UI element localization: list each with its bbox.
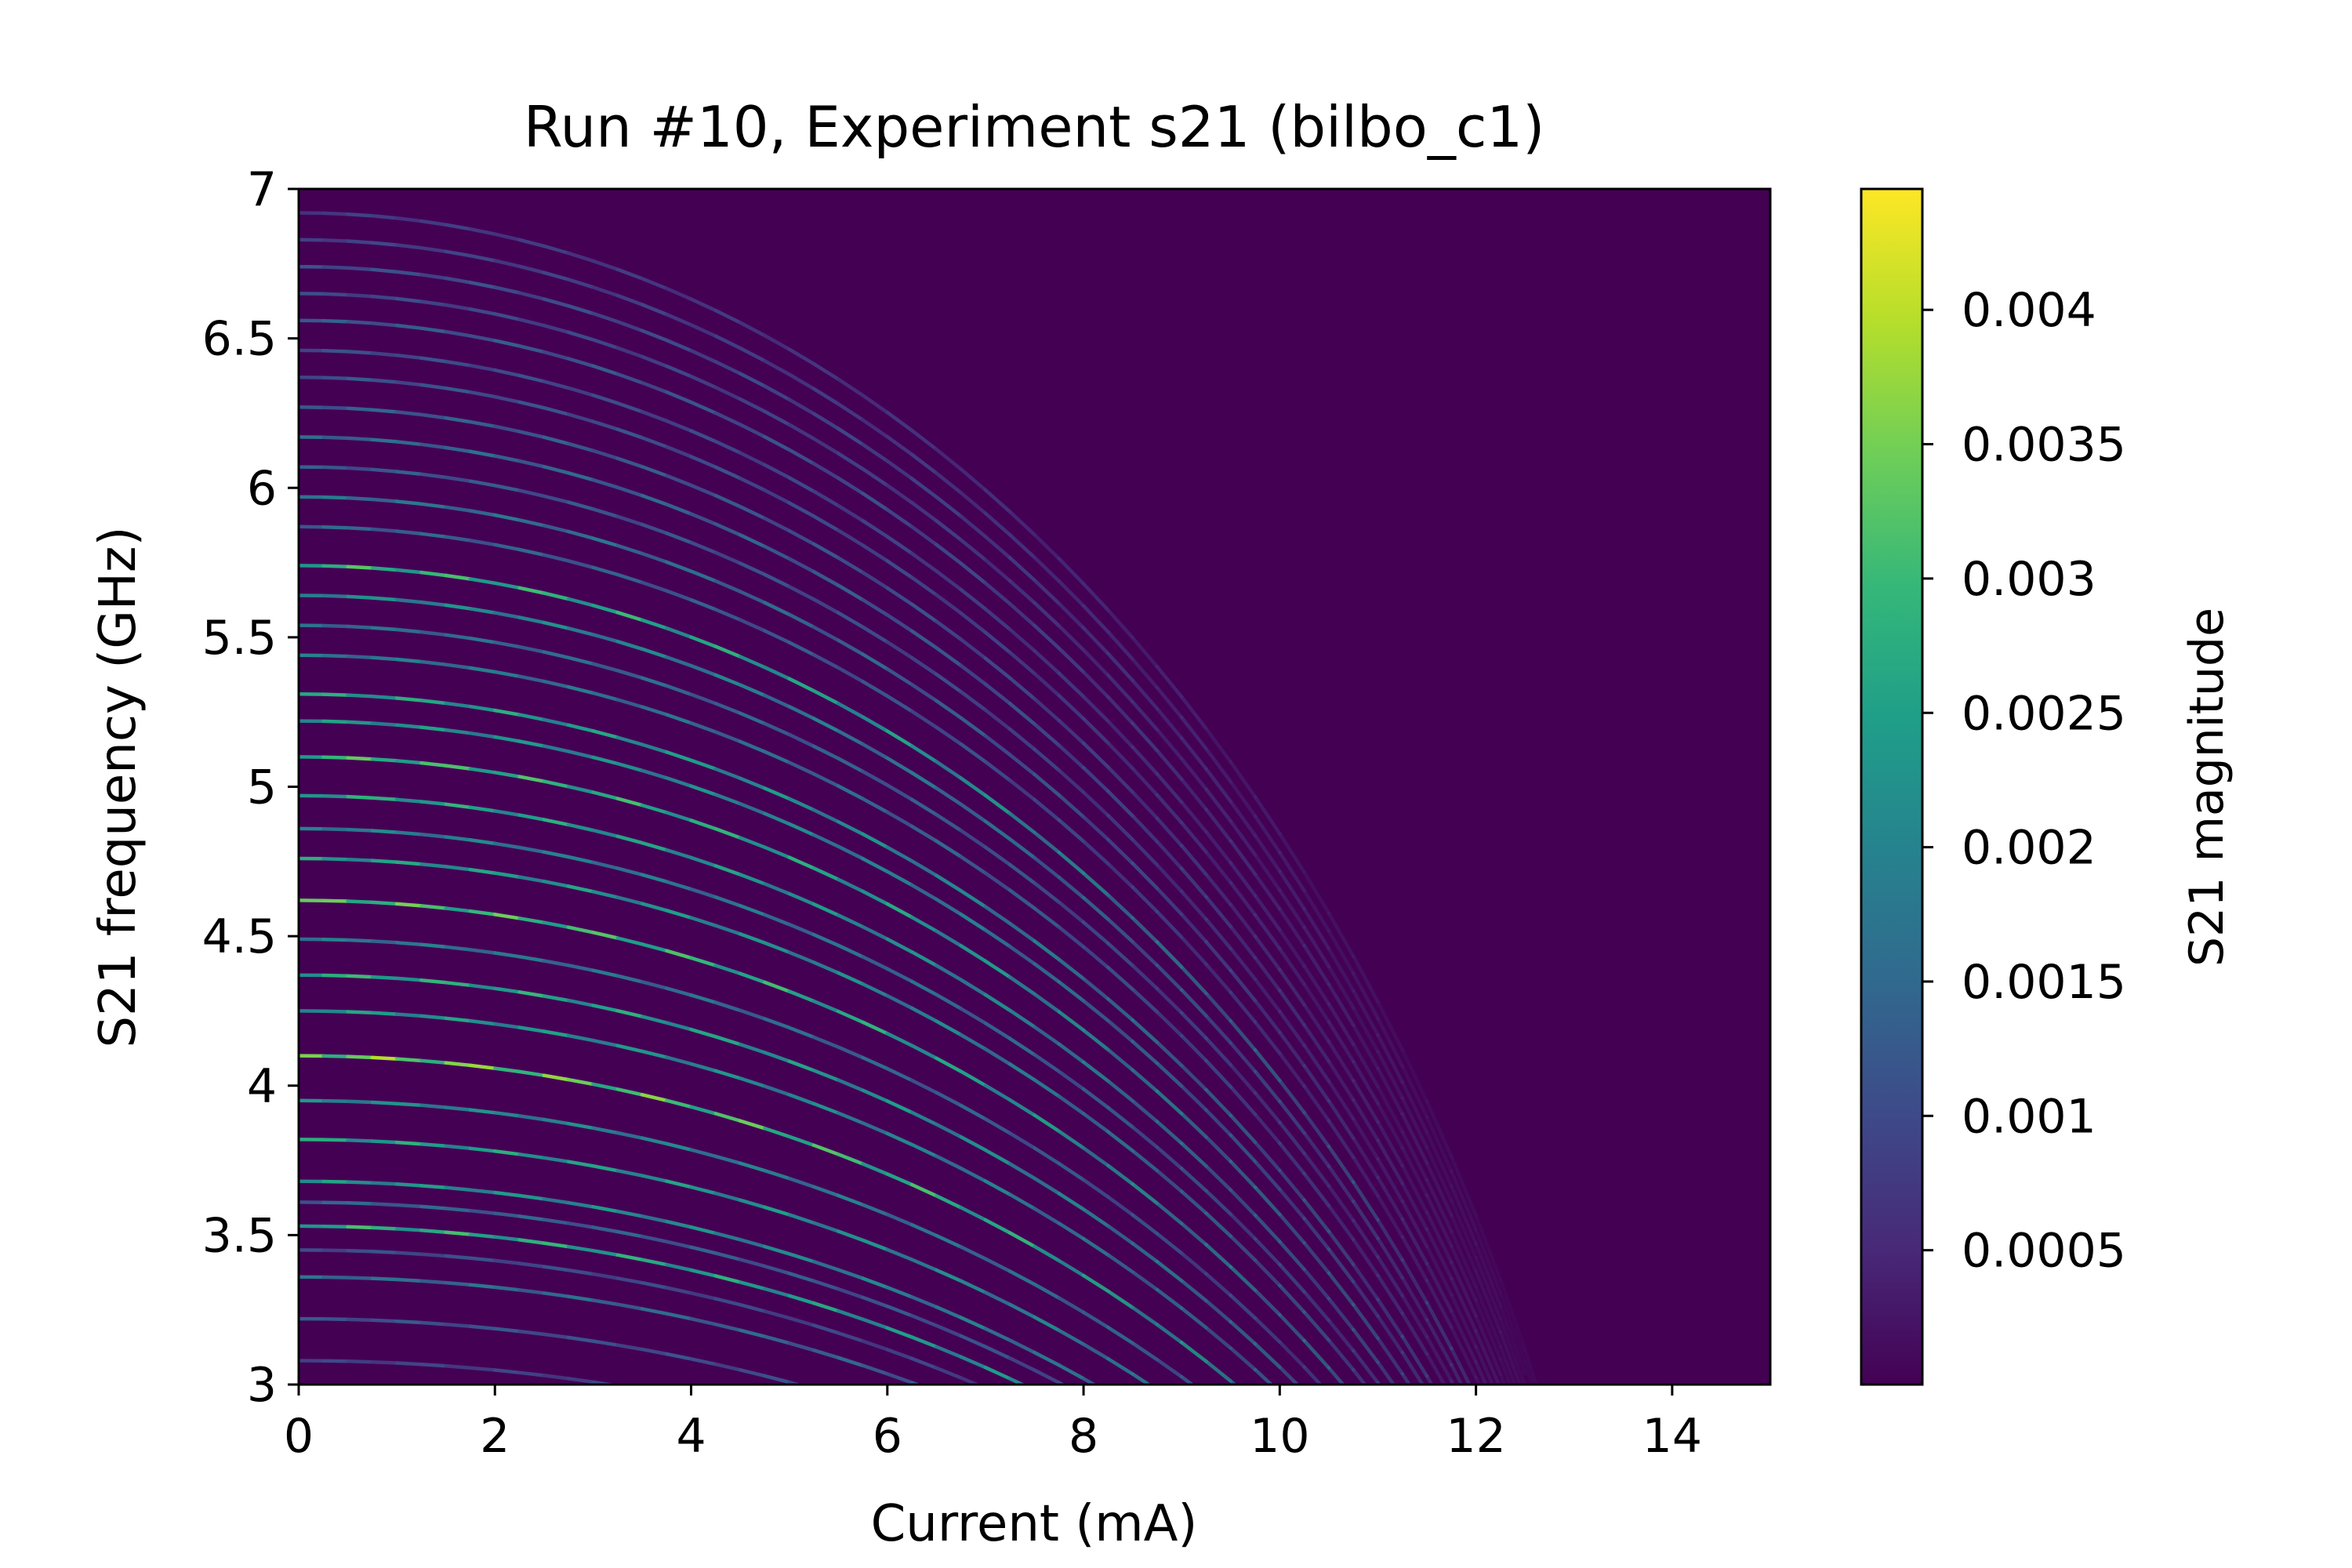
resonance-line (299, 292, 1526, 1385)
heatmap-plot-area (297, 187, 1772, 1386)
resonance-line (299, 1316, 804, 1385)
resonance-line (299, 1248, 982, 1385)
resonance-line (299, 238, 1534, 1385)
x-tick-label: 8 (1069, 1409, 1098, 1464)
resonance-line (299, 1098, 1196, 1385)
resonance-line (299, 653, 1446, 1385)
resonance-line (299, 465, 1495, 1385)
resonance-line (299, 719, 1425, 1385)
heatmap-background (299, 189, 1770, 1385)
resonance-line (299, 826, 1382, 1385)
y-tick-label: 5.5 (202, 611, 277, 666)
resonance-line (299, 1138, 1152, 1385)
resonance-line (299, 1224, 1027, 1385)
x-tick-label: 10 (1250, 1409, 1309, 1464)
colorbar-tick-label: 0.0005 (1962, 1224, 2126, 1279)
resonance-line (299, 375, 1512, 1385)
colorbar-tick-label: 0.002 (1962, 821, 2096, 876)
resonance-line (299, 564, 1472, 1385)
resonance-line (299, 211, 1538, 1385)
y-tick-label: 6.5 (202, 312, 277, 367)
y-tick-label: 7 (247, 162, 277, 217)
resonance-line (299, 623, 1456, 1385)
x-tick-label: 14 (1642, 1409, 1702, 1464)
resonance-lines (299, 211, 1538, 1385)
resonance-line (299, 973, 1300, 1385)
y-axis-ticks: 3 3.5 4 4.5 5 5.5 6 6.5 7 (202, 162, 299, 1413)
colorbar-tick-label: 0.004 (1962, 283, 2096, 338)
resonance-line (299, 1179, 1098, 1385)
colorbar-tick-label: 0.0015 (1962, 955, 2126, 1010)
resonance-line (299, 435, 1501, 1385)
resonance-line (299, 495, 1488, 1385)
resonance-line (299, 318, 1523, 1385)
y-axis-label: S21 frequency (GHz) (89, 527, 147, 1048)
y-tick-label: 4.5 (202, 909, 277, 964)
chart-title: Run #10, Experiment s21 (bilbo_c1) (524, 94, 1545, 160)
resonance-line (299, 1054, 1238, 1385)
resonance-line (299, 793, 1396, 1385)
resonance-line (299, 1359, 621, 1385)
x-axis-label: Current (mA) (871, 1495, 1198, 1553)
colorbar-tick-label: 0.0035 (1962, 418, 2126, 473)
resonance-line (299, 692, 1434, 1385)
colorbar-ticks: 0.0005 0.001 0.0015 0.002 0.0025 0.003 0.0035 0… (1922, 283, 2126, 1279)
colorbar-gradient (1860, 187, 1924, 1386)
y-tick-label: 3.5 (202, 1208, 277, 1263)
x-tick-label: 4 (676, 1409, 706, 1464)
colorbar: 0.0005 0.001 0.0015 0.002 0.0025 0.003 0.0035 0… (1860, 187, 2234, 1386)
resonance-line (299, 1009, 1274, 1385)
x-tick-label: 0 (284, 1409, 314, 1464)
colorbar-tick-label: 0.003 (1962, 552, 2096, 607)
resonance-line (299, 524, 1482, 1385)
y-tick-label: 3 (247, 1358, 277, 1413)
x-tick-label: 6 (873, 1409, 902, 1464)
resonance-line (299, 264, 1527, 1376)
x-axis-ticks: 0 2 4 6 8 10 12 14 (284, 1385, 1702, 1464)
resonance-line (299, 1200, 1067, 1385)
colorbar-tick-label: 0.001 (1962, 1089, 2096, 1144)
colorbar-label: S21 magnitude (2180, 608, 2234, 967)
x-tick-label: 12 (1446, 1409, 1505, 1464)
resonance-line (299, 593, 1464, 1385)
colorbar-tick-label: 0.0025 (1962, 686, 2126, 741)
resonance-line (299, 856, 1367, 1385)
y-tick-label: 6 (247, 461, 277, 516)
resonance-line (299, 405, 1507, 1385)
resonance-line (299, 898, 1346, 1385)
y-tick-label: 5 (247, 760, 277, 815)
resonance-line (299, 348, 1517, 1385)
y-tick-label: 4 (247, 1059, 277, 1114)
x-tick-label: 2 (480, 1409, 510, 1464)
resonance-line (299, 937, 1323, 1385)
resonance-line (299, 755, 1412, 1385)
